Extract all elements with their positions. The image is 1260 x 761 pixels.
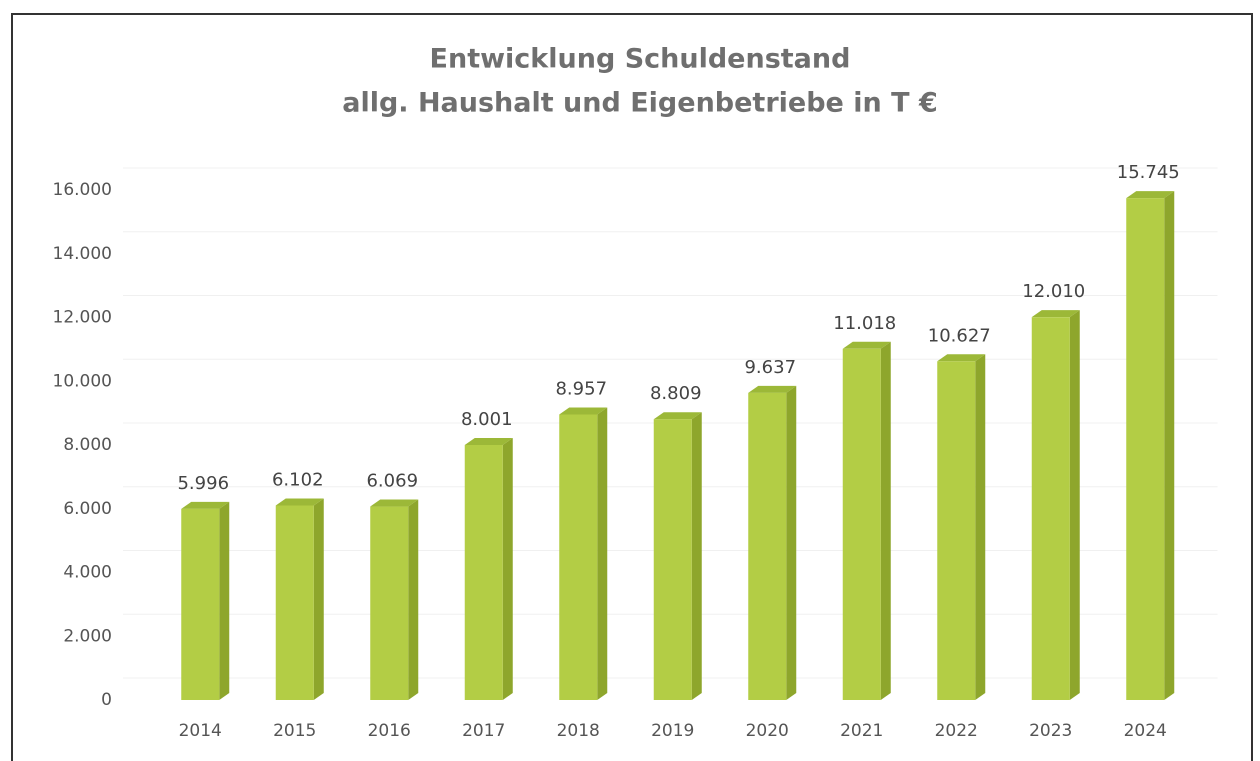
bar-side: [597, 407, 608, 700]
data-label: 9.637: [744, 357, 796, 378]
data-label: 15.745: [1117, 162, 1180, 183]
bar: [842, 348, 881, 700]
x-tick-label: 2024: [1124, 721, 1167, 741]
bar-side: [219, 501, 230, 700]
y-tick-label: 4.000: [63, 563, 112, 583]
bar-top: [181, 501, 230, 509]
bar: [275, 505, 314, 700]
bar-top: [1126, 191, 1175, 199]
bar: [653, 419, 692, 700]
y-tick-label: 0: [101, 690, 112, 710]
bar-top: [275, 498, 324, 506]
bar-side: [313, 498, 324, 700]
bar-top: [748, 385, 797, 393]
data-label: 6.102: [272, 469, 324, 490]
x-tick-label: 2018: [557, 721, 600, 741]
chart-title: allg. Haushalt und Eigenbetriebe in T €: [342, 88, 938, 119]
y-tick-label: 10.000: [53, 371, 112, 391]
bar-side: [880, 341, 891, 700]
bar-side: [408, 499, 419, 700]
bar: [370, 506, 409, 700]
data-label: 8.001: [461, 409, 513, 430]
x-tick-label: 2021: [840, 721, 883, 741]
data-label: 5.996: [177, 473, 229, 494]
bar-side: [975, 354, 986, 700]
x-tick-label: 2023: [1029, 721, 1072, 741]
bar-top: [937, 354, 986, 362]
data-label: 12.010: [1022, 281, 1085, 302]
y-tick-label: 6.000: [63, 499, 112, 519]
data-label: 11.018: [833, 313, 896, 334]
y-tick-label: 12.000: [53, 308, 112, 328]
y-tick-label: 2.000: [63, 626, 112, 646]
bar-top: [842, 341, 891, 349]
data-label: 10.627: [928, 325, 991, 346]
bar-top: [653, 412, 702, 420]
bar: [748, 392, 787, 700]
bar-side: [502, 437, 513, 700]
x-tick-label: 2014: [179, 721, 222, 741]
bar-top: [559, 407, 608, 415]
x-tick-label: 2019: [651, 721, 694, 741]
bar: [559, 414, 598, 700]
bar: [1031, 317, 1070, 700]
bar-side: [691, 412, 702, 700]
bar: [937, 361, 976, 700]
data-label: 6.069: [366, 471, 418, 492]
chart-title: Entwicklung Schuldenstand: [430, 44, 851, 75]
bar: [464, 444, 503, 700]
y-tick-label: 16.000: [53, 180, 112, 200]
x-tick-label: 2016: [368, 721, 411, 741]
bar: [1126, 198, 1165, 701]
x-tick-label: 2015: [273, 721, 316, 741]
x-tick-label: 2020: [746, 721, 789, 741]
x-tick-label: 2017: [462, 721, 505, 741]
y-tick-label: 14.000: [53, 244, 112, 264]
data-label: 8.809: [650, 383, 702, 404]
data-label: 8.957: [555, 378, 607, 399]
bar-top: [370, 499, 419, 507]
x-tick-label: 2022: [935, 721, 978, 741]
bar-side: [1164, 191, 1175, 701]
bar-top: [464, 437, 513, 445]
bar-side: [1069, 310, 1080, 700]
bar-top: [1031, 310, 1080, 318]
bar: [181, 508, 220, 700]
y-tick-label: 8.000: [63, 435, 112, 455]
bar-side: [786, 385, 797, 700]
